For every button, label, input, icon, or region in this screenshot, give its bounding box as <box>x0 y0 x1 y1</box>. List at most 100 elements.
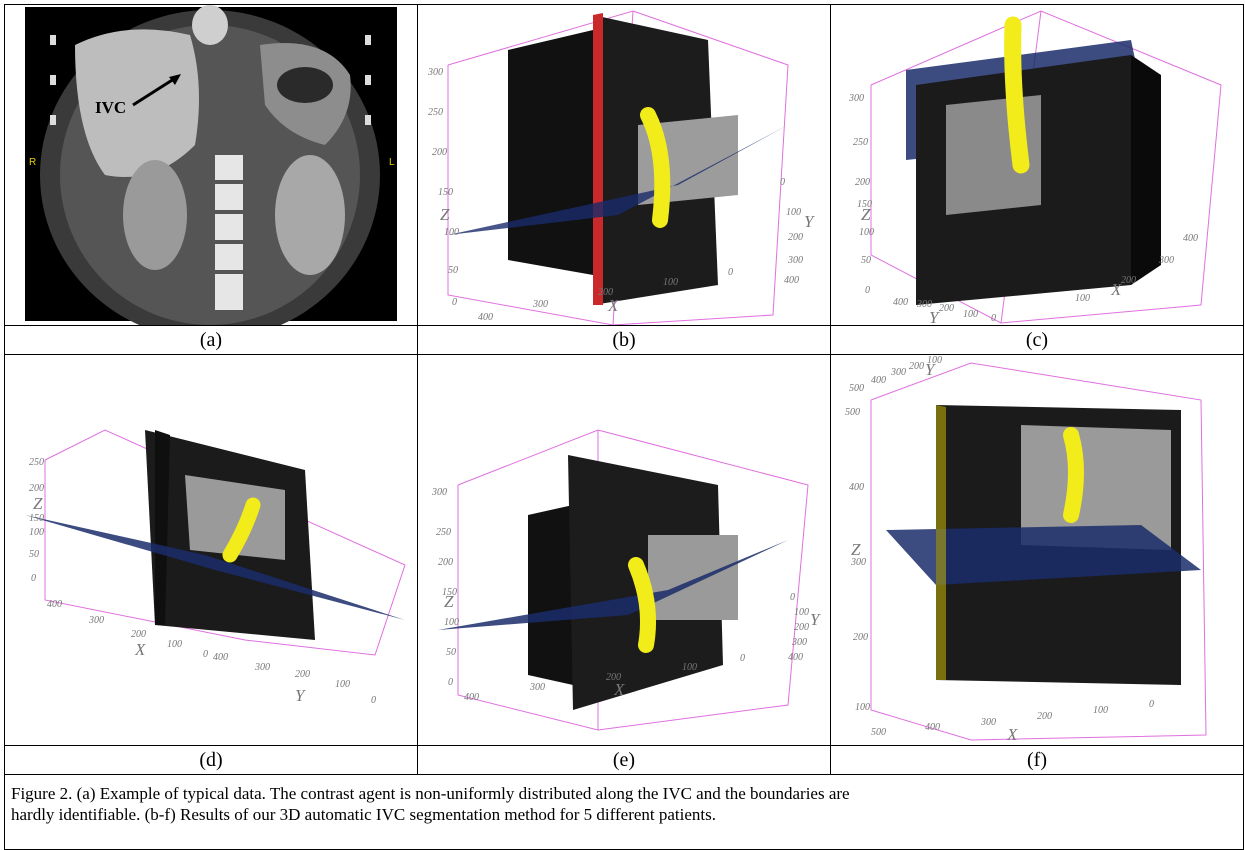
svg-text:300: 300 <box>890 367 906 378</box>
svg-text:0: 0 <box>1149 699 1154 710</box>
svg-text:100: 100 <box>859 227 874 238</box>
panel-b-image: 300 250 200 150 100 50 0 400 300 200 100 0 0 100 200… <box>417 4 831 326</box>
svg-text:400: 400 <box>1183 233 1198 244</box>
svg-text:200: 200 <box>131 629 146 640</box>
figure-table: IVC R L 300 250 200 150 100 50 0 400 300 200 100 0 <box>4 4 1244 850</box>
svg-text:200: 200 <box>1121 275 1136 286</box>
svg-text:300: 300 <box>1158 255 1174 266</box>
svg-text:100: 100 <box>855 702 870 713</box>
label-a: (a) <box>4 325 418 355</box>
ct-coronal-slice: IVC R L <box>25 5 397 325</box>
svg-text:300: 300 <box>916 299 932 310</box>
svg-text:100: 100 <box>335 679 350 690</box>
svg-text:300: 300 <box>254 662 270 673</box>
svg-text:100: 100 <box>29 527 44 538</box>
svg-text:100: 100 <box>682 662 697 673</box>
svg-text:400: 400 <box>893 297 908 308</box>
caption-line-1: Figure 2. (a) Example of typical data. T… <box>11 784 850 803</box>
svg-text:0: 0 <box>780 177 785 188</box>
orientation-r: R <box>29 157 36 168</box>
svg-text:150: 150 <box>857 199 872 210</box>
orientation-l: L <box>389 157 395 168</box>
svg-text:0: 0 <box>452 297 457 308</box>
label-e: (e) <box>417 745 831 775</box>
svg-text:Y: Y <box>295 686 306 705</box>
svg-text:0: 0 <box>865 285 870 296</box>
svg-text:100: 100 <box>444 617 459 628</box>
panel-f-image: 500 400 300 200 100 500 400 300 200 100 0 500 400 3… <box>830 354 1244 746</box>
svg-text:150: 150 <box>438 187 453 198</box>
svg-text:200: 200 <box>1037 711 1052 722</box>
svg-text:200: 200 <box>438 557 453 568</box>
svg-text:0: 0 <box>31 573 36 584</box>
svg-text:250: 250 <box>436 527 451 538</box>
svg-text:300: 300 <box>532 299 548 310</box>
svg-text:Z: Z <box>861 205 871 224</box>
svg-text:Y: Y <box>925 360 936 379</box>
svg-text:400: 400 <box>925 722 940 733</box>
svg-text:300: 300 <box>980 717 996 728</box>
label-c: (c) <box>830 325 1244 355</box>
svg-text:200: 200 <box>432 147 447 158</box>
svg-text:X: X <box>607 296 619 315</box>
svg-text:0: 0 <box>203 649 208 660</box>
svg-text:400: 400 <box>47 599 62 610</box>
svg-text:300: 300 <box>529 682 545 693</box>
svg-text:X: X <box>1006 725 1018 744</box>
svg-text:300: 300 <box>787 255 803 266</box>
svg-text:150: 150 <box>29 513 44 524</box>
svg-text:300: 300 <box>88 615 104 626</box>
svg-text:150: 150 <box>442 587 457 598</box>
svg-text:200: 200 <box>855 177 870 188</box>
svg-text:100: 100 <box>786 207 801 218</box>
svg-text:0: 0 <box>790 592 795 603</box>
svg-text:0: 0 <box>728 267 733 278</box>
svg-text:Z: Z <box>440 205 450 224</box>
svg-text:100: 100 <box>1093 705 1108 716</box>
caption-line-2: hardly identifiable. (b-f) Results of ou… <box>11 805 717 824</box>
ivc-arrow <box>132 75 178 107</box>
svg-text:200: 200 <box>939 303 954 314</box>
svg-text:X: X <box>1110 280 1122 299</box>
svg-text:200: 200 <box>29 483 44 494</box>
svg-text:400: 400 <box>871 375 886 386</box>
svg-text:400: 400 <box>464 692 479 703</box>
svg-text:Z: Z <box>851 540 861 559</box>
svg-text:100: 100 <box>444 227 459 238</box>
svg-text:400: 400 <box>849 482 864 493</box>
svg-text:300: 300 <box>791 637 807 648</box>
svg-text:250: 250 <box>29 457 44 468</box>
svg-text:Y: Y <box>810 610 821 629</box>
svg-text:X: X <box>613 680 625 699</box>
svg-text:0: 0 <box>448 677 453 688</box>
svg-text:300: 300 <box>848 93 864 104</box>
svg-text:X: X <box>134 640 146 659</box>
svg-text:100: 100 <box>963 309 978 320</box>
svg-text:Z: Z <box>33 494 43 513</box>
ivc-arrowhead <box>169 74 181 85</box>
panel-e-image: 300 250 200 150 100 50 0 400 300 200 100 0 0 100 200… <box>417 354 831 746</box>
svg-text:250: 250 <box>853 137 868 148</box>
svg-text:200: 200 <box>606 672 621 683</box>
svg-text:200: 200 <box>909 361 924 372</box>
panel-a-image: IVC R L <box>4 4 418 326</box>
panel-d-image: 250 200 150 100 50 0 400 300 200 100 0 400 300 200 1… <box>4 354 418 746</box>
svg-text:400: 400 <box>213 652 228 663</box>
panel-c-image: 300 250 200 150 100 50 0 400 300 200 100 0 100 200 3… <box>830 4 1244 326</box>
svg-text:400: 400 <box>784 275 799 286</box>
svg-text:200: 200 <box>794 622 809 633</box>
svg-text:Z: Z <box>444 592 454 611</box>
svg-text:500: 500 <box>849 383 864 394</box>
svg-text:200: 200 <box>295 669 310 680</box>
svg-text:500: 500 <box>845 407 860 418</box>
label-b: (b) <box>417 325 831 355</box>
svg-text:Y: Y <box>804 212 815 231</box>
svg-text:50: 50 <box>29 549 39 560</box>
svg-text:0: 0 <box>740 653 745 664</box>
svg-text:50: 50 <box>448 265 458 276</box>
svg-text:Y: Y <box>929 308 940 325</box>
